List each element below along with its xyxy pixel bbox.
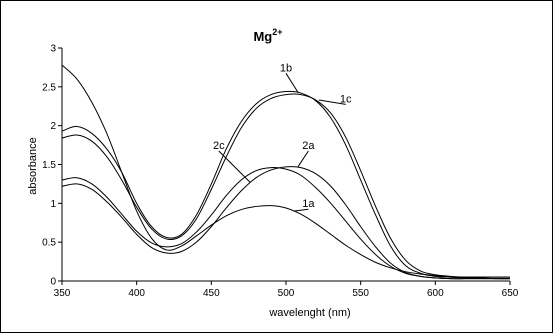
chart-title-superscript: 2+: [272, 27, 282, 37]
leader-line-1c: [318, 99, 346, 105]
x-tick-label: 600: [427, 288, 444, 299]
series-label-1c: 1c: [340, 93, 352, 105]
x-tick-label: 350: [54, 288, 71, 299]
series-label-2a: 2a: [302, 140, 315, 152]
leader-line-1a: [293, 208, 309, 212]
leader-line-1b: [285, 73, 299, 93]
y-axis-title: absorbance: [27, 137, 39, 195]
y-tick-label: 2: [50, 121, 56, 132]
chart-title-main: Mg: [253, 29, 272, 44]
leader-line-2a: [297, 150, 309, 168]
x-tick-label: 400: [128, 288, 145, 299]
y-tick-label: 1.5: [42, 160, 56, 171]
x-tick-label: 550: [352, 288, 369, 299]
series-label-1b: 1b: [280, 62, 292, 74]
y-tick-label: 2.5: [42, 82, 56, 93]
chart-title: Mg2+: [253, 27, 282, 44]
y-tick-label: 3: [50, 44, 56, 55]
series-line-1c: [61, 93, 510, 278]
x-tick-label: 650: [502, 288, 519, 299]
axes: 350 400 450 500 550 600 650 0 0.5 1 1.5 2 2.5 3: [42, 44, 519, 300]
series-layer: [61, 64, 511, 280]
x-tick-label: 450: [203, 288, 220, 299]
y-tick-label: 0.5: [42, 238, 56, 249]
series-label-1a: 1a: [302, 198, 315, 210]
x-tick-label: 500: [278, 288, 295, 299]
series-line-1b: [61, 90, 510, 278]
y-tick-label: 0: [50, 277, 56, 288]
y-tick-label: 1: [50, 199, 56, 210]
x-axis-title: wavelenght (nm): [268, 307, 350, 319]
series-line-1a: [61, 64, 511, 280]
leader-line-2c: [218, 150, 251, 183]
annotation-layer: 1b 1c 2c 2a 1a: [213, 62, 352, 212]
series-line-2c: [61, 167, 510, 280]
series-label-2c: 2c: [213, 140, 225, 152]
